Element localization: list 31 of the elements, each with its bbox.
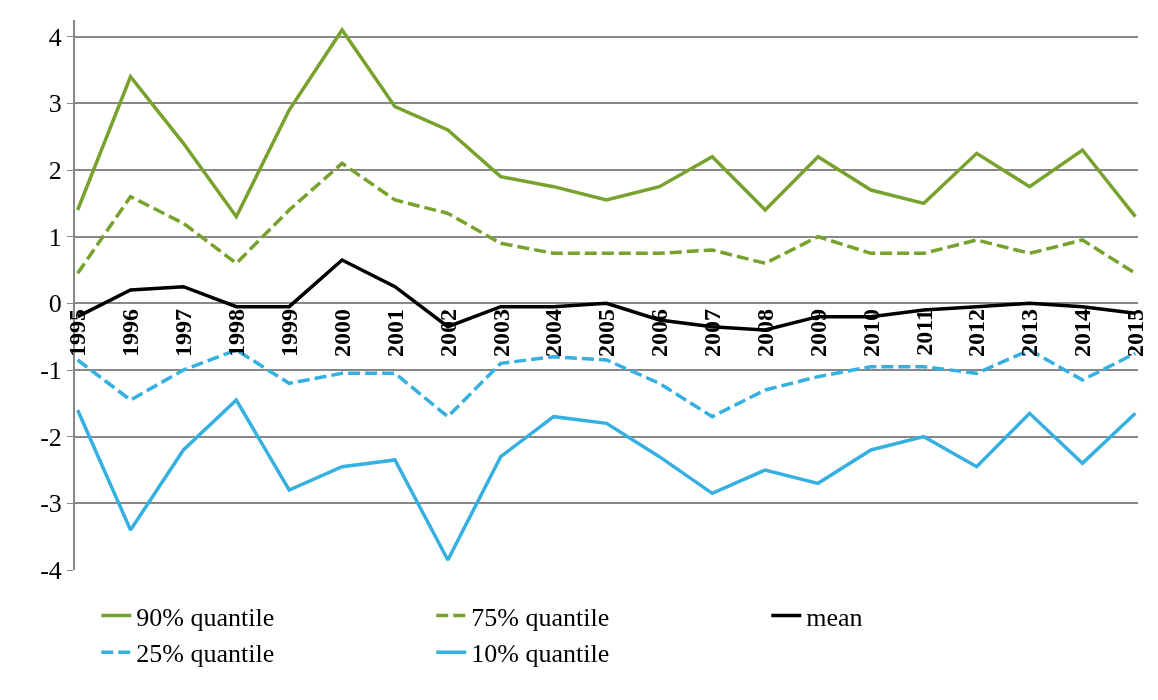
legend-label: 90% quantile xyxy=(136,602,275,632)
legend-label: 75% quantile xyxy=(471,602,610,632)
y-tick-label: -1 xyxy=(40,356,62,386)
x-tick-label: 2007 xyxy=(699,309,726,358)
x-tick-label: 1999 xyxy=(275,309,302,358)
x-tick-label: 2015 xyxy=(1122,309,1149,358)
x-tick-label: 2011 xyxy=(910,309,937,356)
x-tick-label: 2001 xyxy=(381,309,408,358)
x-tick-label: 2000 xyxy=(328,309,355,358)
y-tick-label: 0 xyxy=(48,289,62,319)
x-tick-label: 2006 xyxy=(646,309,673,358)
x-tick-label: 2012 xyxy=(963,309,990,358)
y-tick-label: 1 xyxy=(48,222,62,252)
x-tick-label: 2005 xyxy=(593,309,620,358)
x-tick-label: 2014 xyxy=(1069,309,1096,358)
y-tick-label: 3 xyxy=(48,89,62,119)
x-tick-label: 1995 xyxy=(64,309,91,358)
y-tick-label: -4 xyxy=(40,556,62,586)
x-tick-label: 2003 xyxy=(487,309,514,358)
legend-label: 25% quantile xyxy=(136,639,275,669)
x-tick-label: 1996 xyxy=(117,309,144,358)
x-tick-label: 2013 xyxy=(1016,309,1043,358)
y-tick-label: 2 xyxy=(48,156,62,186)
x-tick-label: 1997 xyxy=(170,309,197,358)
y-tick-label: 4 xyxy=(48,22,62,52)
y-tick-label: -3 xyxy=(40,489,62,519)
y-tick-label: -2 xyxy=(40,422,62,452)
x-tick-label: 1998 xyxy=(223,309,250,358)
x-tick-label: 2004 xyxy=(540,309,567,358)
legend-label: mean xyxy=(806,602,863,632)
legend-label: 10% quantile xyxy=(471,639,610,669)
